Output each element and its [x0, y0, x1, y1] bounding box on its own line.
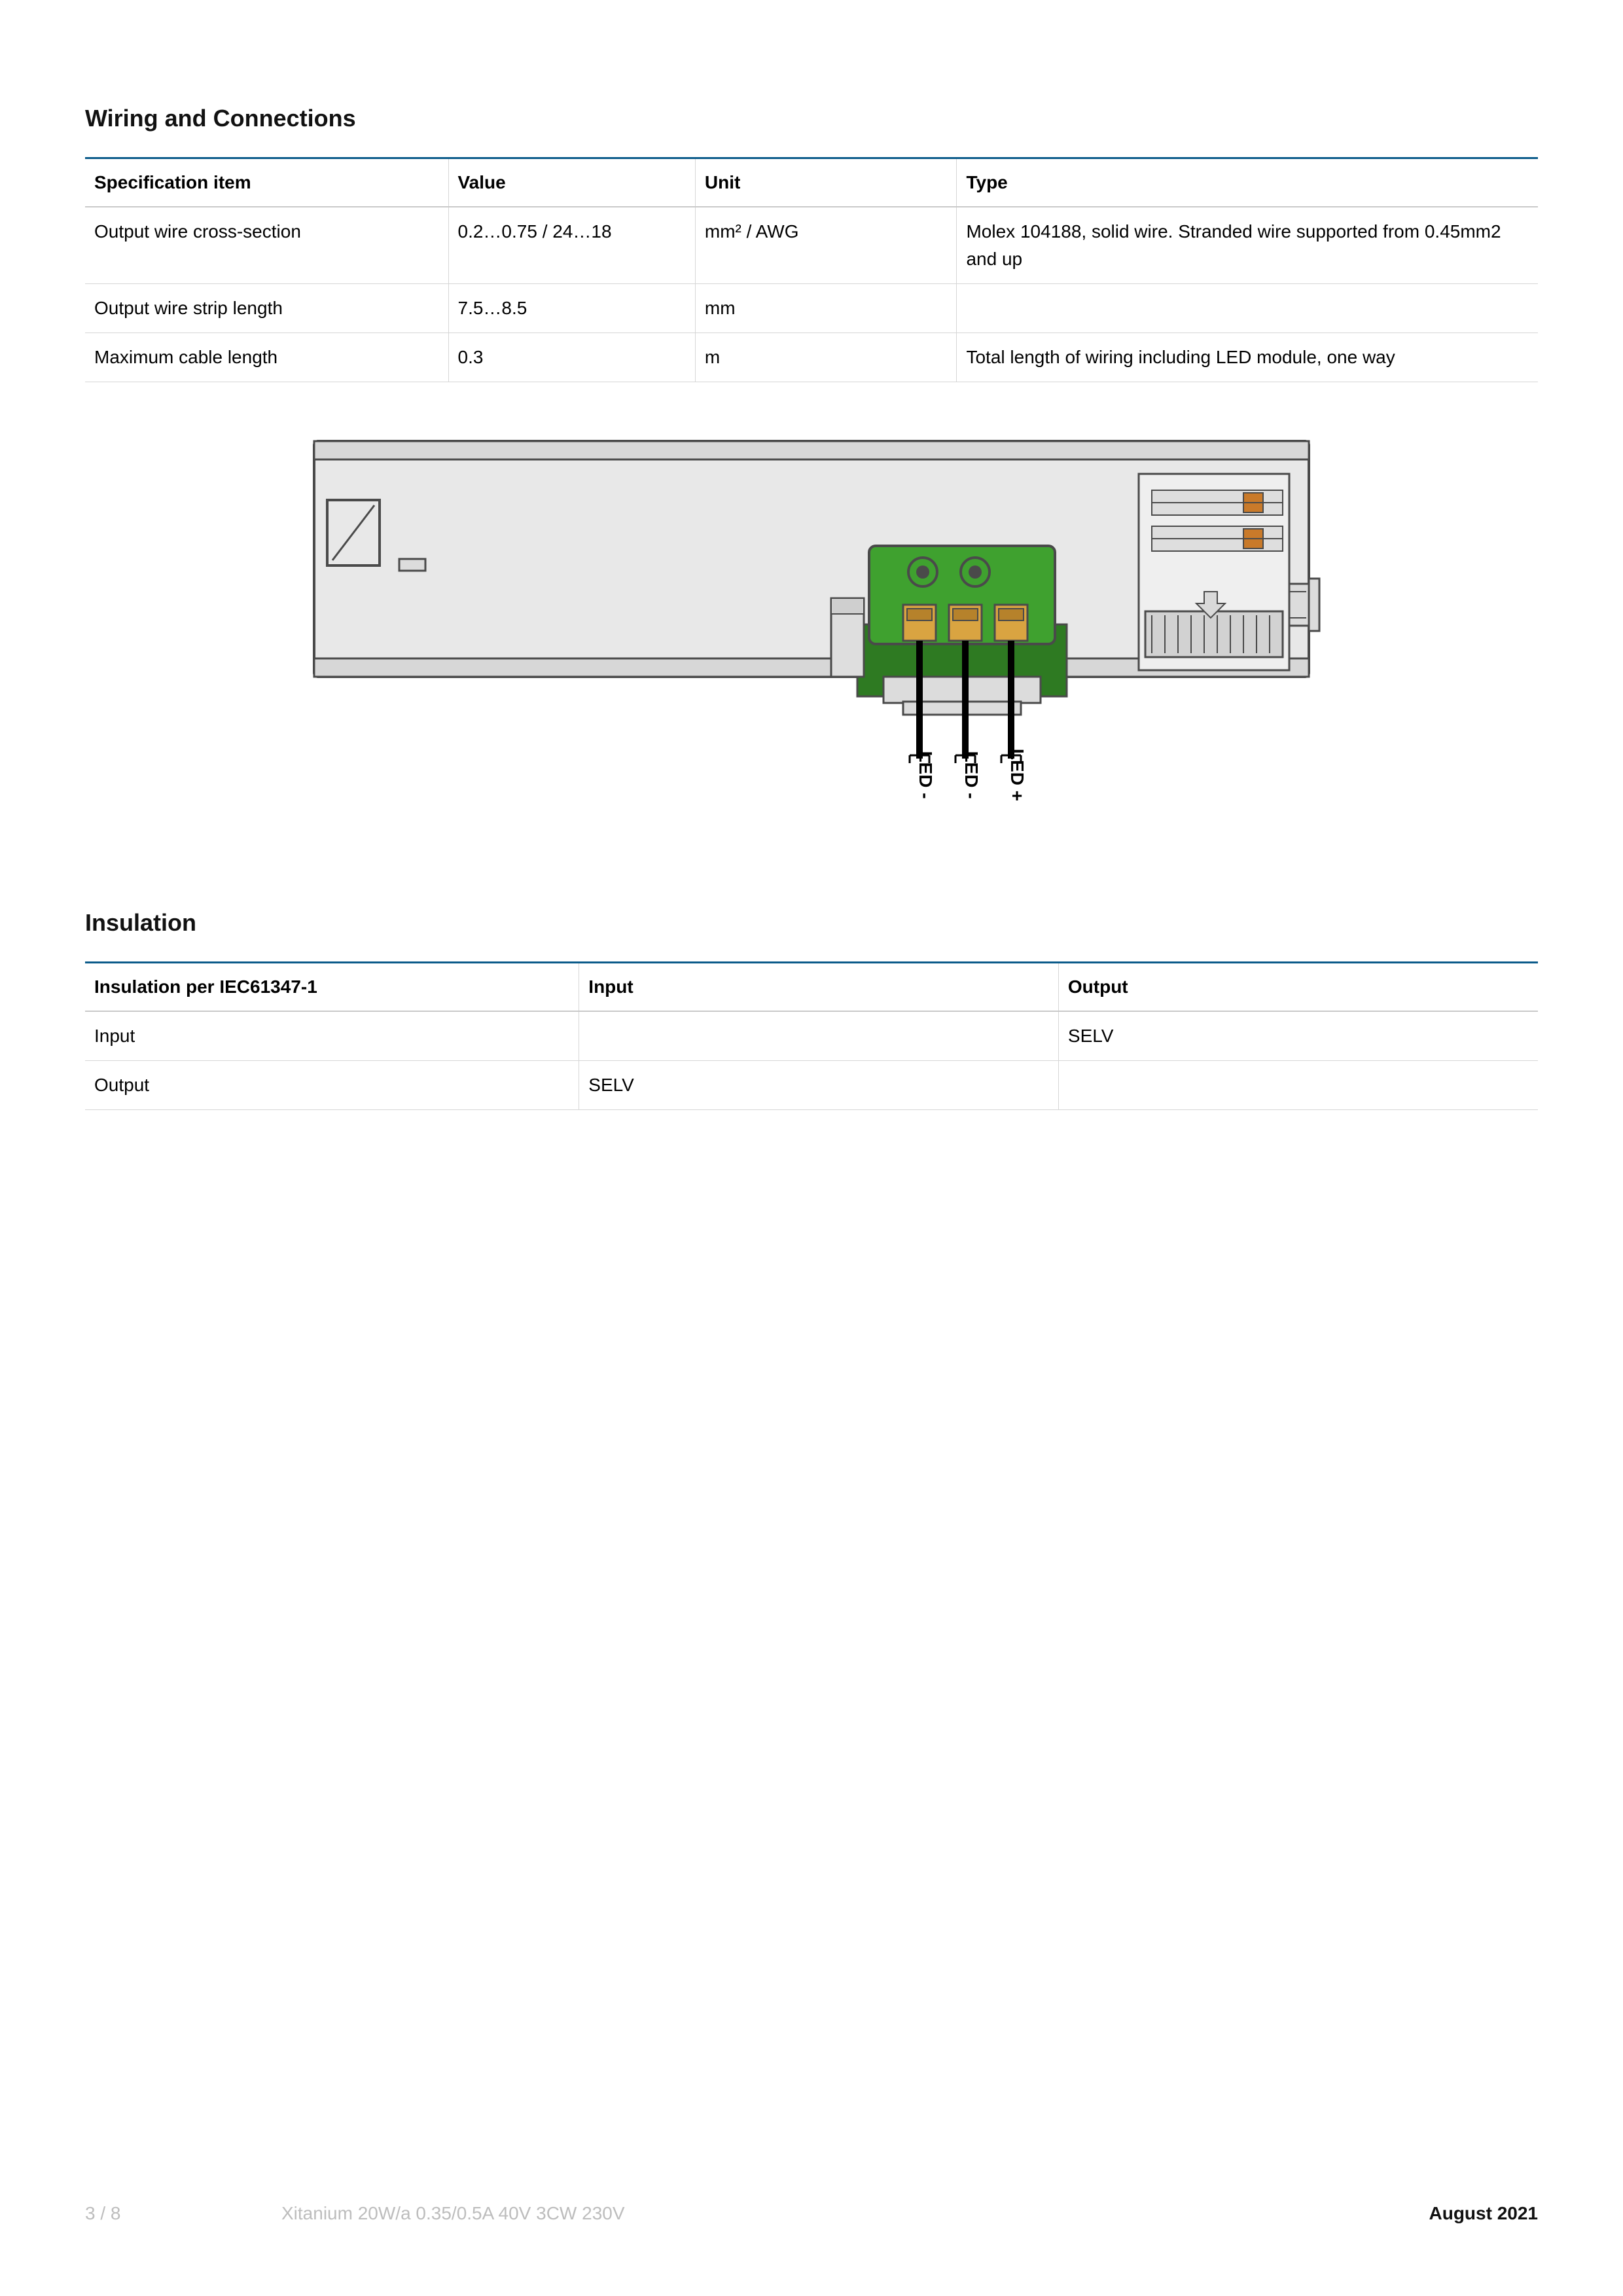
wiring-table: Specification item Value Unit Type Outpu… — [85, 159, 1538, 382]
cell: 0.2…0.75 / 24…18 — [448, 207, 695, 284]
cell — [1058, 1061, 1538, 1110]
col-header: Value — [448, 159, 695, 207]
driver-diagram-svg: LED - LED - LED + — [301, 428, 1322, 827]
page-number: 3 / 8 — [85, 2203, 281, 2224]
footer-date: August 2021 — [1429, 2203, 1539, 2224]
cell: Output wire strip length — [85, 284, 448, 333]
col-header: Specification item — [85, 159, 448, 207]
col-header: Input — [579, 963, 1059, 1011]
col-header: Unit — [695, 159, 957, 207]
table-row: Output SELV — [85, 1061, 1538, 1110]
svg-text:LED -: LED - — [916, 751, 936, 798]
col-header: Type — [957, 159, 1538, 207]
table-row: Output wire cross-section 0.2…0.75 / 24…… — [85, 207, 1538, 284]
cell: Maximum cable length — [85, 333, 448, 382]
svg-text:LED -: LED - — [961, 751, 982, 798]
cell — [579, 1011, 1059, 1061]
table-row: Maximum cable length 0.3 m Total length … — [85, 333, 1538, 382]
cell: m — [695, 333, 957, 382]
col-header: Insulation per IEC61347-1 — [85, 963, 579, 1011]
cell: Molex 104188, solid wire. Stranded wire … — [957, 207, 1538, 284]
wiring-diagram: LED - LED - LED + — [85, 428, 1538, 831]
cell: 7.5…8.5 — [448, 284, 695, 333]
wiring-heading: Wiring and Connections — [85, 105, 1538, 132]
insulation-heading: Insulation — [85, 909, 1538, 937]
table-row: Output wire strip length 7.5…8.5 mm — [85, 284, 1538, 333]
table-row: Input SELV — [85, 1011, 1538, 1061]
cell: mm² / AWG — [695, 207, 957, 284]
insulation-table: Insulation per IEC61347-1 Input Output I… — [85, 963, 1538, 1110]
cell: Output — [85, 1061, 579, 1110]
cell: SELV — [579, 1061, 1059, 1110]
col-header: Output — [1058, 963, 1538, 1011]
cell: 0.3 — [448, 333, 695, 382]
cell: Input — [85, 1011, 579, 1061]
product-name: Xitanium 20W/a 0.35/0.5A 40V 3CW 230V — [281, 2203, 1429, 2224]
cell: Total length of wiring including LED mod… — [957, 333, 1538, 382]
table-header-row: Insulation per IEC61347-1 Input Output — [85, 963, 1538, 1011]
svg-text:LED +: LED + — [1007, 749, 1027, 801]
page-footer: 3 / 8 Xitanium 20W/a 0.35/0.5A 40V 3CW 2… — [85, 2203, 1538, 2224]
table-header-row: Specification item Value Unit Type — [85, 159, 1538, 207]
cell: Output wire cross-section — [85, 207, 448, 284]
cell: mm — [695, 284, 957, 333]
cell — [957, 284, 1538, 333]
cell: SELV — [1058, 1011, 1538, 1061]
